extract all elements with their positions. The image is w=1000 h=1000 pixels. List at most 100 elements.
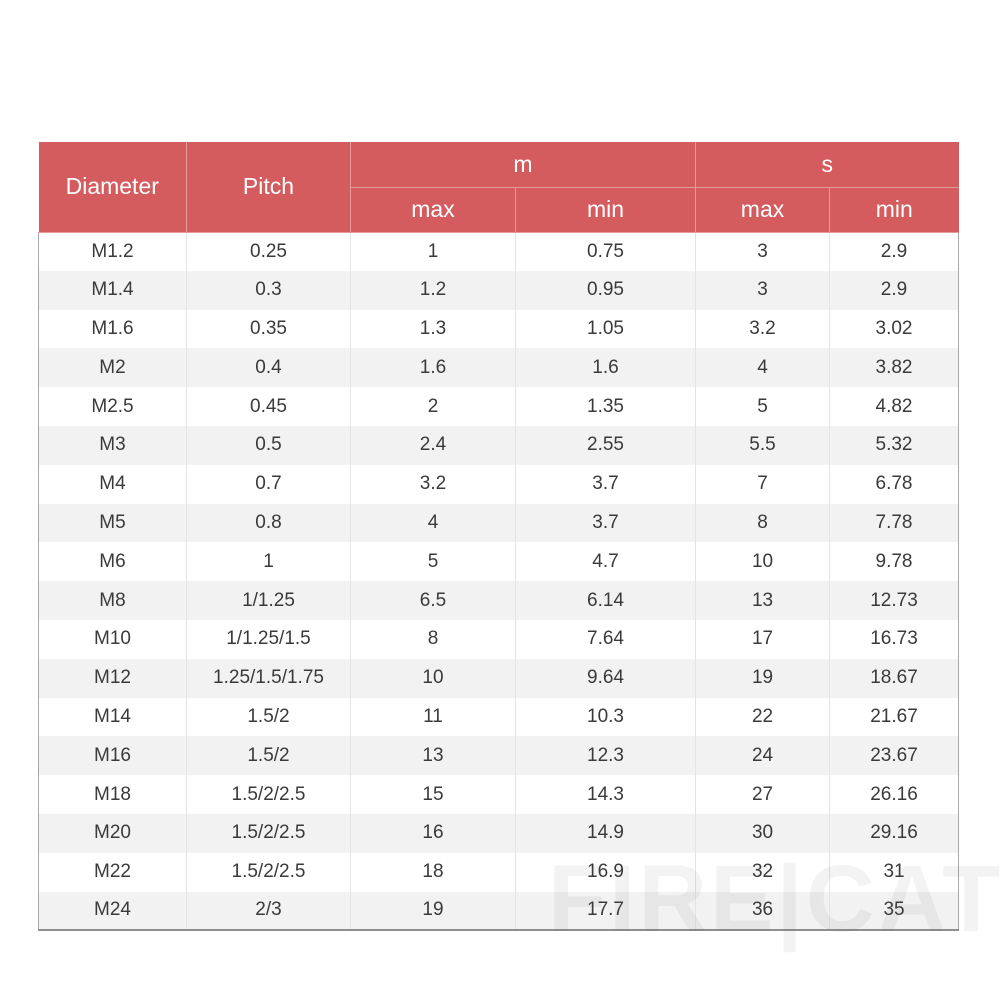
table-cell: 0.5 [186, 425, 351, 465]
table-cell: 7.78 [829, 503, 960, 543]
col-header-s-min: min [829, 186, 959, 233]
table-cell: 0.8 [186, 503, 351, 543]
table-cell: 0.95 [515, 270, 697, 310]
table-cell: 3.2 [695, 309, 831, 349]
table-row: M1.4 0.3 1.2 0.95 3 2.9 [38, 270, 960, 310]
table-cell: 17 [695, 619, 831, 659]
table-cell: 10 [350, 658, 516, 698]
thread-dimensions-table-wrap: Diameter Pitch m s max min max min M1.2 0… [38, 142, 960, 932]
table-cell: 1.05 [515, 309, 697, 349]
table-cell: 1.25/1.5/1.75 [186, 658, 351, 698]
table-cell: 6.14 [515, 581, 697, 620]
table-row: M22 1.5/2/2.5 18 16.9 32 31 [38, 852, 960, 892]
table-cell: 5.32 [829, 425, 960, 465]
table-row: M18 1.5/2/2.5 15 14.3 27 26.16 [38, 775, 960, 814]
table-cell: 15 [350, 775, 516, 814]
col-header-m: m [349, 142, 697, 188]
table-cell: 1/1.25 [186, 581, 351, 620]
table-cell: M2 [38, 348, 187, 388]
table-cell: 5 [350, 542, 516, 582]
table-cell: 18 [350, 852, 516, 892]
table-cell: 21.67 [829, 697, 960, 737]
table-cell: 16.9 [515, 852, 697, 892]
table-cell: 2.9 [829, 232, 960, 271]
col-header-diameter: Diameter [38, 142, 187, 233]
table-cell: 0.4 [186, 348, 351, 388]
table-row: M24 2/3 19 17.7 36 35 [38, 891, 960, 932]
table-cell: 0.75 [515, 232, 697, 271]
table-cell: 0.7 [186, 464, 351, 504]
table-cell: 26.16 [829, 775, 960, 814]
table-cell: 35 [829, 891, 960, 932]
table-cell: 16.73 [829, 619, 960, 659]
table-cell: M22 [38, 852, 187, 892]
table-cell: M3 [38, 425, 187, 465]
table-cell: 18.67 [829, 658, 960, 698]
table-row: M3 0.5 2.4 2.55 5.5 5.32 [38, 425, 960, 465]
table-cell: 1.6 [350, 348, 516, 388]
table-cell: M2.5 [38, 387, 187, 426]
table-cell: M24 [38, 891, 187, 932]
table-cell: 1.5/2/2.5 [186, 775, 351, 814]
table-cell: 3 [695, 232, 831, 271]
table-cell: 14.3 [515, 775, 697, 814]
table-row: M12 1.25/1.5/1.75 10 9.64 19 18.67 [38, 658, 960, 698]
table-cell: 17.7 [515, 891, 697, 932]
table-cell: 9.64 [515, 658, 697, 698]
table-cell: 22 [695, 697, 831, 737]
table-cell: 0.3 [186, 270, 351, 310]
table-cell: 7.64 [515, 619, 697, 659]
table-cell: 1 [186, 542, 351, 582]
table-cell: 13 [695, 581, 831, 620]
table-row: M8 1/1.25 6.5 6.14 13 12.73 [38, 581, 960, 620]
table-cell: M8 [38, 581, 187, 620]
table-row: M1.2 0.25 1 0.75 3 2.9 [38, 232, 960, 271]
table-cell: 9.78 [829, 542, 960, 582]
table-cell: 10.3 [515, 697, 697, 737]
table-cell: 3.7 [515, 503, 697, 543]
table-cell: 1/1.25/1.5 [186, 619, 351, 659]
thread-dimensions-table: Diameter Pitch m s max min max min M1.2 0… [38, 142, 960, 932]
table-cell: 14.9 [515, 813, 697, 853]
table-cell: 6.78 [829, 464, 960, 504]
table-row: M10 1/1.25/1.5 8 7.64 17 16.73 [38, 619, 960, 659]
table-cell: 3.2 [350, 464, 516, 504]
table-cell: 32 [695, 852, 831, 892]
table-cell: 12.3 [515, 736, 697, 776]
table-cell: 2/3 [186, 891, 351, 932]
table-row: M20 1.5/2/2.5 16 14.9 30 29.16 [38, 813, 960, 853]
table-cell: 8 [695, 503, 831, 543]
table-cell: 12.73 [829, 581, 960, 620]
table-cell: M1.4 [38, 270, 187, 310]
table-cell: 3.82 [829, 348, 960, 388]
col-header-m-min: min [514, 186, 697, 233]
table-cell: 1.5/2/2.5 [186, 852, 351, 892]
table-cell: 1.2 [350, 270, 516, 310]
table-cell: 0.45 [186, 387, 351, 426]
table-cell: M16 [38, 736, 187, 776]
header-sub-row: max min max min [39, 186, 959, 233]
table-cell: 1.5/2 [186, 736, 351, 776]
table-cell: 30 [695, 813, 831, 853]
table-cell: 3.02 [829, 309, 960, 349]
table-cell: 19 [350, 891, 516, 932]
table-cell: M12 [38, 658, 187, 698]
table-cell: 4.7 [515, 542, 697, 582]
table-cell: 7 [695, 464, 831, 504]
table-cell: 27 [695, 775, 831, 814]
table-cell: 2.55 [515, 425, 697, 465]
table-cell: M1.6 [38, 309, 187, 349]
table-cell: M5 [38, 503, 187, 543]
table-cell: 5.5 [695, 425, 831, 465]
table-cell: M10 [38, 619, 187, 659]
table-cell: 13 [350, 736, 516, 776]
table-cell: 6.5 [350, 581, 516, 620]
col-header-s: s [695, 142, 959, 188]
table-row: M6 1 5 4.7 10 9.78 [38, 542, 960, 582]
table-cell: 8 [350, 619, 516, 659]
table-row: M2 0.4 1.6 1.6 4 3.82 [38, 348, 960, 388]
table-cell: 1.6 [515, 348, 697, 388]
table-cell: 1.35 [515, 387, 697, 426]
table-cell: 23.67 [829, 736, 960, 776]
table-row: M5 0.8 4 3.7 8 7.78 [38, 503, 960, 543]
